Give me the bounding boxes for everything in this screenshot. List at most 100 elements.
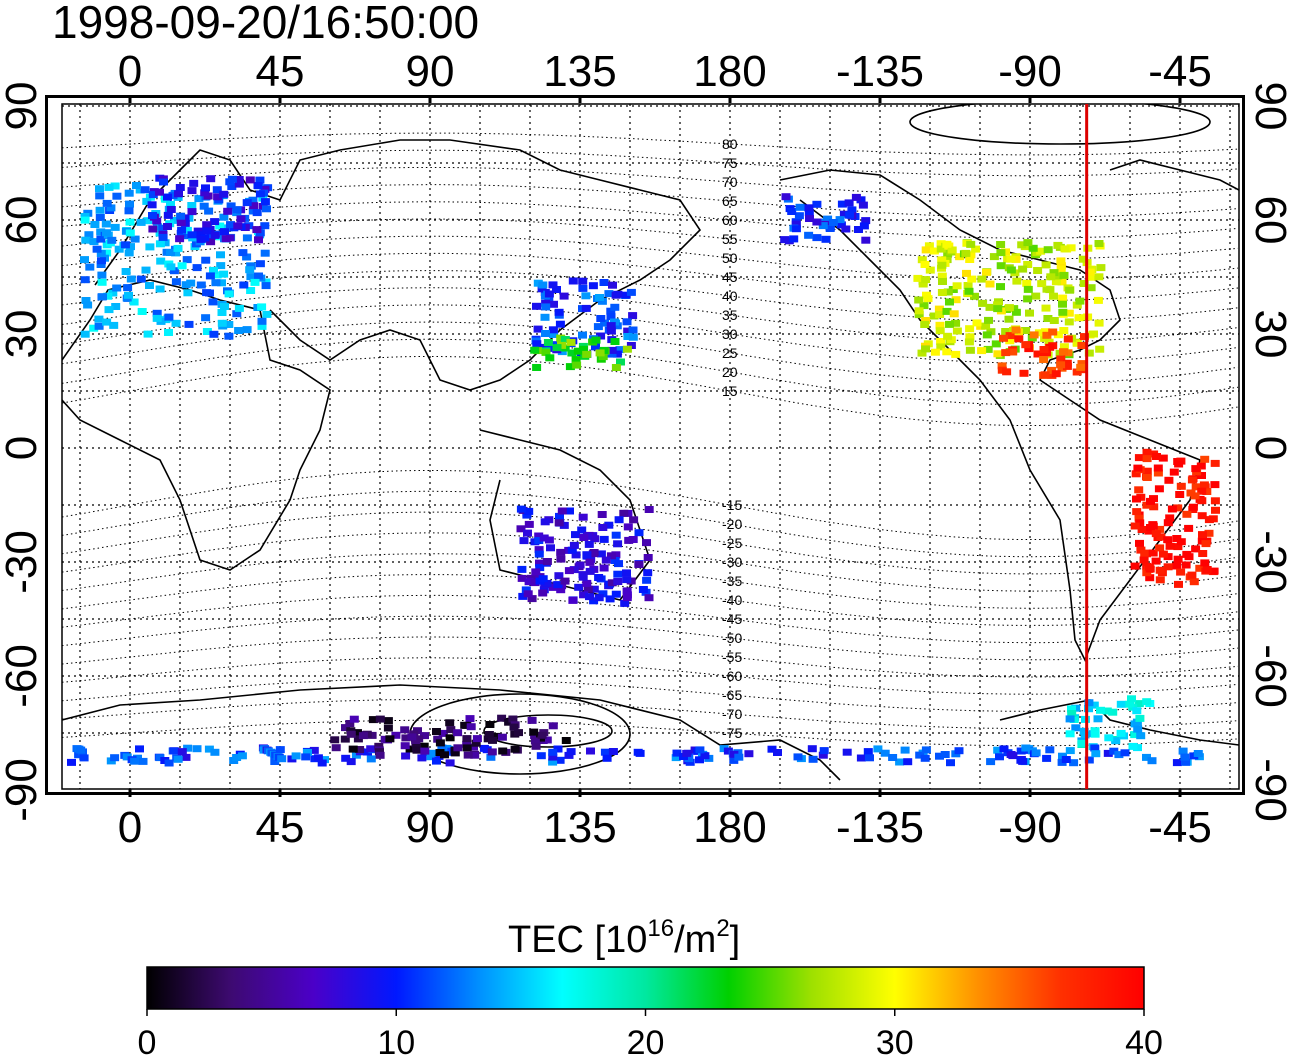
contour-label: 65 [722,193,738,209]
tec-cell [559,521,569,529]
contour-label: 35 [722,307,738,323]
tec-cell [586,747,595,755]
tec-cell [130,757,140,765]
tec-cell [628,326,638,334]
tec-cell [536,752,546,760]
tec-cell [1039,356,1049,363]
tec-cell [254,236,263,244]
tec-cell [1058,300,1067,308]
tec-cell [484,731,494,738]
tec-cell [923,295,933,303]
tec-cell [125,218,135,226]
tec-cell [1093,296,1103,304]
tec-cell [79,754,89,762]
tec-cell [186,279,196,287]
tec-cell [964,287,974,295]
tec-cell [1090,744,1100,752]
tec-cell [1056,355,1066,363]
tec-cell [470,751,480,759]
timestamp-title: 1998-09-20/16:50:00 [52,0,480,48]
tec-cell [217,319,227,327]
tec-cell [844,199,854,207]
contour-label: -20 [722,516,742,532]
tec-cell [622,594,632,602]
tec-cell [604,290,614,298]
tec-cell [530,579,540,587]
tec-cell [401,752,411,760]
tec-cell [221,235,231,243]
tec-cell [533,325,543,333]
tec-cell [548,722,558,730]
tec-cell [1158,454,1168,462]
tec-cell [1095,345,1105,353]
tec-cell [261,278,271,286]
tec-cell [136,275,146,283]
contour-label: 15 [722,383,738,399]
tec-cell [1045,343,1055,351]
tec-cell [204,745,214,753]
tec-cell [538,281,548,289]
contour-label: -40 [722,592,742,608]
tec-cell [963,282,973,289]
tec-cell [1042,285,1052,293]
x-tick-mark [578,95,582,103]
tec-cell [1077,739,1087,747]
tec-cell [1163,553,1173,561]
tec-cell [538,589,548,597]
tec-cell [141,266,151,274]
x-tick-mark [878,789,882,797]
tec-cell [1199,481,1209,489]
tec-cell [450,749,460,757]
tec-cell [634,561,644,568]
tec-cell [234,304,244,312]
tec-cell [125,200,134,208]
tec-cell [589,585,599,593]
tec-cell [523,529,532,537]
tec-cell [102,199,112,207]
tec-cell [555,756,565,764]
tec-cell [187,202,197,209]
tec-cell [453,729,463,737]
contour-label: 60 [722,212,738,228]
tec-cell [101,220,111,228]
tec-cell [607,350,617,358]
tec-cell [1096,264,1106,272]
x-tick-top: 135 [543,47,616,96]
tec-cell [400,726,410,734]
tec-cell [227,175,237,183]
tec-cell [545,354,555,362]
tec-cell [1163,536,1173,544]
tec-cell [556,586,566,594]
tec-cell [584,540,594,548]
tec-cell [158,233,168,241]
tec-cell [173,244,183,252]
tec-cell [417,754,427,762]
tec-cell [374,742,384,750]
tec-cell [143,330,153,338]
tec-cell [1174,460,1184,468]
tec-cell [695,746,705,754]
tec-cell [132,182,141,189]
tec-cell [109,321,119,329]
tec-cell [1021,744,1031,752]
tec-cell [260,198,270,206]
tec-cell [95,214,105,221]
tec-cell [644,594,654,602]
tec-cell [1021,341,1031,349]
tec-cell [1202,566,1212,573]
tec-cell [137,308,147,315]
tec-cell [135,186,145,194]
tec-cell [1016,747,1026,755]
tec-cell [202,328,212,335]
tec-cell [578,513,588,521]
tec-cell [531,742,541,750]
tec-cell [543,339,553,346]
tec-cell [124,291,133,299]
contour-line [62,201,1239,239]
tec-cell [557,348,567,356]
tec-cell [107,236,117,244]
tec-cell [856,196,866,204]
tec-cell [491,732,501,740]
tec-cell [934,305,944,313]
tec-cell [538,575,548,583]
